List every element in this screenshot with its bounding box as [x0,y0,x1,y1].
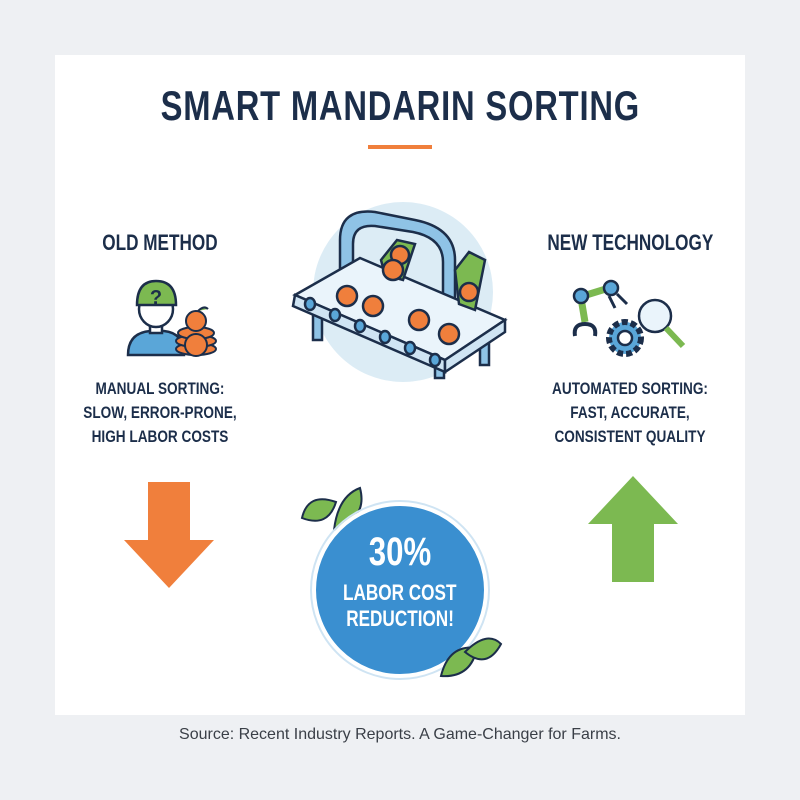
mandarin-pile-icon [175,306,217,357]
badge-circle [310,500,490,680]
arrow-up-icon [588,476,678,582]
page-title: SMART MANDARIN SORTING [160,82,640,129]
robot-arm-icon [572,279,686,357]
new-technology-heading: NEW TECHNOLOGY [547,230,713,255]
conveyor-sorter-illustration [291,202,508,382]
leaf-icon [439,637,503,678]
worker-question-icon: ? [126,279,217,357]
badge-value: 30% [368,530,432,574]
magnifier-icon [637,298,686,349]
old-method-heading: OLD METHOD [102,230,218,255]
title-underline [368,145,432,149]
gear-icon [606,319,644,357]
badge-line-2: REDUCTION! [346,606,454,631]
old-method-description: MANUAL SORTING: SLOW, ERROR-PRONE, HIGH … [83,379,237,446]
badge-line-1: LABOR COST [343,580,457,605]
arrow-down-icon [124,482,214,588]
source-caption: Source: Recent Industry Reports. A Game-… [179,726,621,743]
svg-text:?: ? [150,287,162,309]
new-technology-description: AUTOMATED SORTING: FAST, ACCURATE, CONSI… [552,379,708,446]
